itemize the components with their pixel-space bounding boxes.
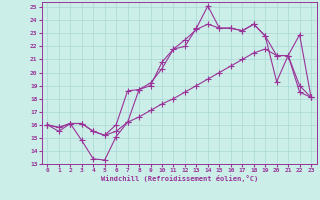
X-axis label: Windchill (Refroidissement éolien,°C): Windchill (Refroidissement éolien,°C) xyxy=(100,175,258,182)
